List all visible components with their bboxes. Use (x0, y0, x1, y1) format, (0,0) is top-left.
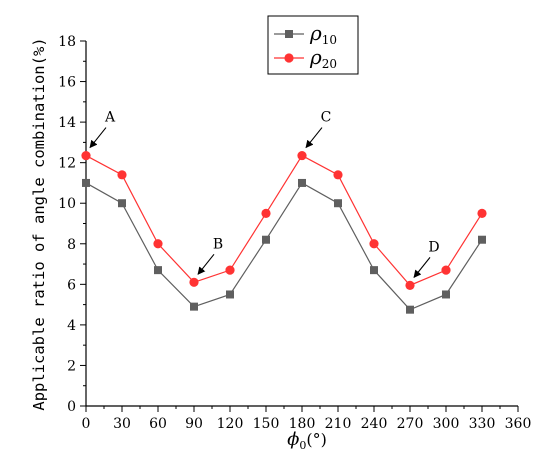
annotation-arrow (197, 253, 215, 275)
x-tick-label: 240 (361, 416, 388, 432)
y-tick-label: 18 (58, 34, 76, 50)
data-point (261, 208, 271, 218)
annotation-arrow (305, 127, 323, 149)
y-tick-label: 2 (67, 358, 76, 374)
x-tick-label: 210 (325, 416, 352, 432)
series-line (85, 154, 483, 287)
annotation-label: B (213, 236, 223, 252)
legend-entry-0: ρ10 (274, 21, 337, 47)
x-tick-label: 180 (289, 416, 316, 432)
data-point (442, 290, 450, 299)
data-point (441, 265, 451, 275)
data-point (334, 199, 342, 208)
data-point (262, 235, 270, 244)
annotation-B: B (197, 236, 223, 275)
legend-box (267, 15, 359, 75)
legend-marker (285, 30, 293, 38)
annotation-label: A (104, 110, 116, 126)
series-0 (82, 178, 486, 314)
data-point (297, 150, 307, 161)
annotation-A: A (89, 110, 116, 149)
y-tick-label: 10 (58, 196, 76, 212)
y-axis-label: Applicable ratio of angle combination(%) (30, 37, 48, 410)
y-tick-label: 6 (67, 277, 76, 293)
legend-label: ρ20 (309, 45, 337, 71)
x-tick-label: 0 (82, 416, 91, 432)
data-point (226, 290, 234, 299)
legend-entry-1: ρ20 (274, 45, 337, 71)
x-tick-label: 300 (433, 416, 460, 432)
y-tick-label: 14 (58, 115, 76, 131)
y-tick-label: 0 (67, 399, 76, 415)
data-point (477, 208, 487, 218)
data-point (478, 235, 486, 244)
data-point (370, 266, 378, 275)
y-tick-label: 12 (58, 156, 76, 172)
x-tick-label: 330 (469, 416, 496, 432)
data-point (154, 266, 162, 275)
data-point (189, 277, 199, 287)
series-1 (81, 150, 487, 290)
data-point (190, 302, 198, 311)
legend-marker (284, 53, 294, 63)
series-line (85, 182, 483, 311)
legend-label: ρ10 (309, 21, 337, 47)
data-point (225, 265, 235, 275)
annotation-layer: A B C D (89, 110, 440, 278)
x-tick-label: 150 (253, 416, 280, 432)
x-tick-label: 60 (149, 416, 167, 432)
x-axis-label: ϕ0(°) (287, 429, 327, 452)
y-tick-label: 16 (58, 75, 76, 91)
y-tick-label: 8 (67, 237, 76, 253)
x-tick-label: 120 (217, 416, 244, 432)
x-tick-label: 360 (505, 416, 532, 432)
annotation-arrow (413, 257, 431, 278)
x-tick-label: 90 (185, 416, 203, 432)
annotation-arrow (89, 127, 107, 149)
data-point (81, 150, 91, 161)
x-tick-label: 270 (397, 416, 424, 432)
annotation-C: C (305, 110, 332, 149)
data-point (369, 239, 379, 249)
data-point (153, 239, 163, 249)
annotation-label: C (321, 110, 332, 126)
annotation-label: D (428, 239, 439, 255)
data-point (117, 170, 127, 180)
data-point (118, 199, 126, 208)
annotation-D: D (413, 239, 440, 278)
x-tick-label: 30 (113, 416, 131, 432)
data-point (298, 178, 306, 187)
data-point (405, 280, 415, 290)
series-layer (81, 150, 487, 314)
data-point (406, 305, 414, 314)
data-point (333, 170, 343, 180)
data-point (82, 178, 90, 187)
y-tick-label: 4 (67, 318, 76, 334)
